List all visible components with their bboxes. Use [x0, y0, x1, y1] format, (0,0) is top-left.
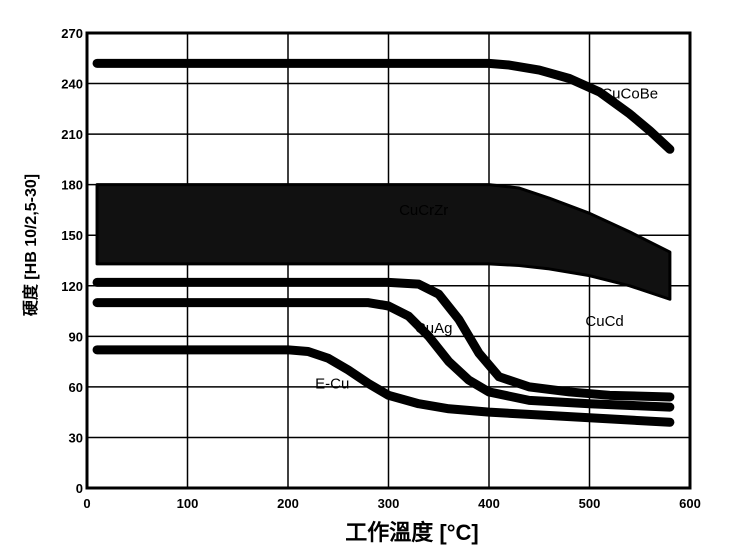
x-tick-label: 300: [378, 496, 400, 511]
x-tick-label: 600: [679, 496, 701, 511]
x-tick-label: 200: [277, 496, 299, 511]
x-tick-label: 500: [579, 496, 601, 511]
plot-frame: [85, 31, 692, 490]
y-tick-label: 30: [69, 430, 83, 445]
x-axis-title: 工作溫度 [°C]: [345, 520, 478, 545]
y-axis-ticks: 0 30 60 90 120 150 180 210 240 270: [61, 26, 83, 496]
series-label-cuag: CuAg: [415, 320, 453, 337]
series-line-cucd: [92, 277, 675, 402]
y-tick-label: 240: [61, 77, 83, 92]
series-band-cucrzr: [95, 183, 672, 301]
y-tick-label: 270: [61, 26, 83, 41]
series-label-e-cu: E-Cu: [315, 376, 349, 393]
y-tick-label: 60: [69, 380, 83, 395]
series-label-cucd: CuCd: [585, 313, 623, 330]
line-layer: [92, 58, 675, 427]
series-label-cucrzr: CuCrZr: [399, 202, 448, 219]
y-tick-label: 0: [76, 481, 83, 496]
series-labels: CuCoBe CuCrZr CuCd CuAg E-Cu: [315, 86, 658, 393]
series-label-cucobe: CuCoBe: [601, 86, 658, 103]
y-tick-label: 180: [61, 178, 83, 193]
x-tick-label: 400: [478, 496, 500, 511]
y-tick-label: 150: [61, 228, 83, 243]
series-line-cuag: [92, 298, 675, 412]
x-tick-label: 0: [83, 496, 90, 511]
series-line-e-cu: [92, 345, 675, 427]
y-tick-label: 120: [61, 279, 83, 294]
series-line-cucobe: [92, 58, 675, 154]
y-axis-title: 硬度 [HB 10/2,5-30]: [21, 174, 40, 316]
y-tick-label: 90: [69, 329, 83, 344]
x-tick-label: 100: [177, 496, 199, 511]
y-tick-label: 210: [61, 127, 83, 142]
x-axis-ticks: 0 100 200 300 400 500 600: [83, 496, 700, 511]
band-layer: [95, 183, 672, 301]
